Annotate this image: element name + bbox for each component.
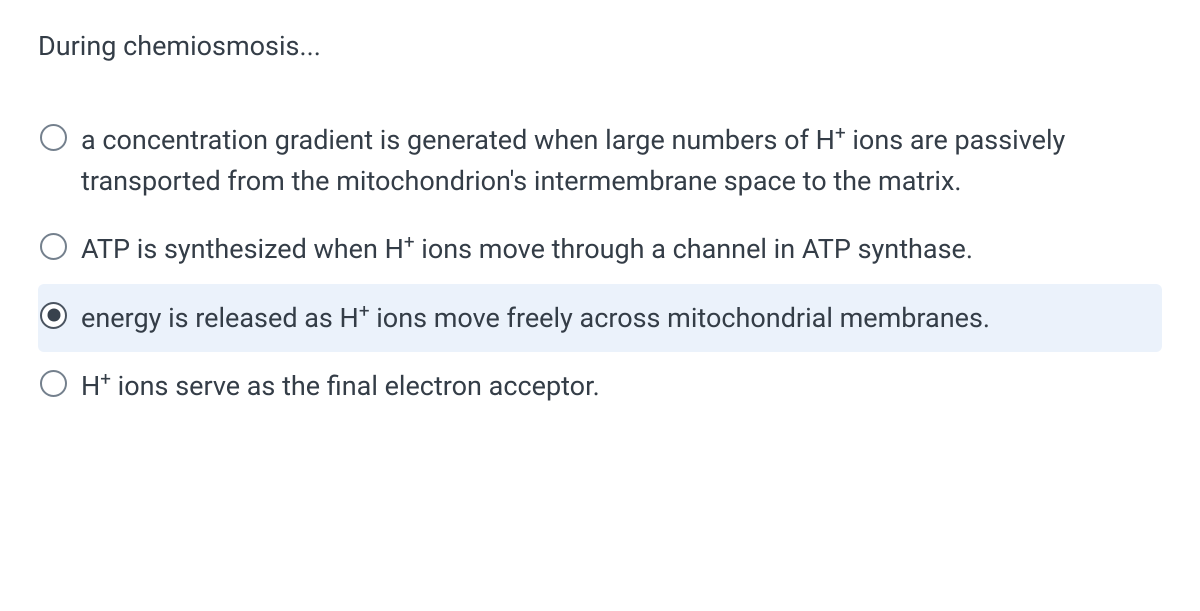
radio-icon[interactable]: [40, 124, 67, 151]
radio-icon[interactable]: [40, 370, 67, 397]
radio-icon[interactable]: [40, 302, 67, 329]
option-opt-b[interactable]: ATP is synthesized when H+ ions move thr…: [38, 215, 1162, 284]
radio-icon[interactable]: [40, 233, 67, 260]
option-opt-c[interactable]: energy is released as H+ ions move freel…: [38, 284, 1162, 353]
option-text: H+ ions serve as the final electron acce…: [81, 366, 600, 407]
option-text: ATP is synthesized when H+ ions move thr…: [81, 229, 973, 270]
option-opt-d[interactable]: H+ ions serve as the final electron acce…: [38, 352, 1162, 421]
option-opt-a[interactable]: a concentration gradient is generated wh…: [38, 106, 1162, 215]
option-text: a concentration gradient is generated wh…: [81, 120, 1156, 201]
option-text: energy is released as H+ ions move freel…: [81, 298, 990, 339]
question-stem: During chemiosmosis...: [38, 28, 1162, 64]
options-list: a concentration gradient is generated wh…: [38, 106, 1162, 421]
